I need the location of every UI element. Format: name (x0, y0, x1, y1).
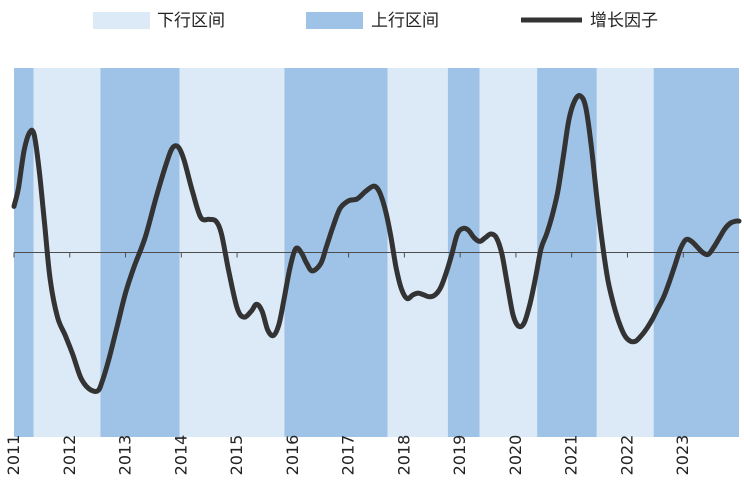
legend-item-downturn: 下行区间 (93, 11, 225, 31)
x-tick-label-2015: 2015 (227, 435, 246, 476)
x-tick-label-2012: 2012 (60, 435, 79, 476)
x-tick-label-2016: 2016 (283, 435, 302, 476)
x-tick-label-2018: 2018 (394, 435, 413, 476)
x-tick-label-2011: 2011 (4, 435, 23, 476)
x-axis-labels: 2011 2012 2013 2014 2015 2016 2017 2018 2019 2020… (4, 435, 692, 476)
legend-label-growth-factor: 增长因子 (590, 11, 658, 31)
legend-swatch-upturn (306, 12, 363, 29)
legend: 下行区间 上行区间 增长因子 (93, 11, 658, 31)
x-tick-label-2019: 2019 (450, 435, 469, 476)
x-tick-label-2021: 2021 (562, 435, 581, 476)
x-tick-label-2013: 2013 (116, 435, 135, 476)
legend-label-downturn: 下行区间 (157, 11, 225, 31)
x-tick-label-2020: 2020 (506, 435, 525, 476)
legend-item-growth-factor: 增长因子 (521, 11, 658, 31)
legend-item-upturn: 上行区间 (306, 11, 439, 31)
series-group (11, 93, 742, 394)
x-tick-label-2017: 2017 (339, 435, 358, 476)
legend-swatch-downturn (93, 12, 150, 29)
legend-label-upturn: 上行区间 (371, 11, 439, 31)
x-tick-label-2014: 2014 (171, 435, 190, 476)
x-tick-label-2023: 2023 (673, 435, 692, 476)
x-tick-label-2022: 2022 (617, 435, 636, 476)
series-line-growth-factor (11, 93, 742, 394)
